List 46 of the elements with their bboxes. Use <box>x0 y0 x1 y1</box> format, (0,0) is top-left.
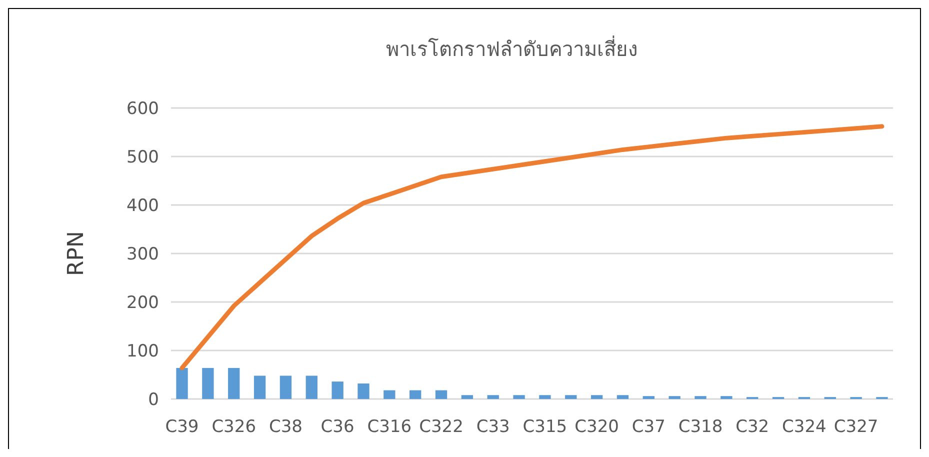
bar <box>435 390 448 399</box>
bar <box>384 390 396 399</box>
y-tick-label: 100 <box>126 341 159 362</box>
y-axis-title: RPN <box>64 230 89 276</box>
x-tick-label: C318 <box>678 417 723 437</box>
bar <box>668 396 680 399</box>
bar <box>332 382 344 399</box>
y-tick-label: 400 <box>126 196 159 216</box>
x-tick-label: C315 <box>522 417 568 437</box>
bar <box>461 395 474 399</box>
bar <box>410 390 422 399</box>
x-tick-label: C39 <box>165 417 199 437</box>
bar <box>539 395 551 399</box>
y-tick-label: 200 <box>126 292 159 313</box>
bar <box>642 396 654 399</box>
bar <box>487 395 499 399</box>
x-tick-label: C326 <box>212 417 256 437</box>
bar <box>254 376 266 399</box>
x-tick-label: C32 <box>736 417 770 437</box>
bar <box>590 395 603 399</box>
x-tick-label: C327 <box>834 417 878 437</box>
bar <box>616 395 629 399</box>
x-tick-label: C33 <box>476 417 510 437</box>
x-tick-label: C36 <box>320 417 354 437</box>
bar <box>694 396 706 399</box>
y-tick-label: 300 <box>126 244 159 264</box>
y-tick-label: 0 <box>148 390 159 410</box>
bar <box>228 368 240 399</box>
y-tick-label: 600 <box>126 98 159 119</box>
x-tick-label: C322 <box>419 417 464 437</box>
bar <box>306 376 318 399</box>
bar <box>513 395 525 399</box>
bar <box>720 396 732 399</box>
bar <box>176 368 188 399</box>
x-tick-label: C316 <box>367 417 412 437</box>
x-tick-label: C37 <box>632 417 666 437</box>
line-series <box>180 124 884 370</box>
bar <box>358 383 370 399</box>
bar <box>202 368 214 399</box>
x-tick-label: C320 <box>574 417 619 437</box>
x-tick-label: C38 <box>268 417 302 437</box>
y-tick-label: 500 <box>126 147 159 168</box>
x-tick-label: C324 <box>782 417 826 437</box>
bar <box>565 395 577 399</box>
chart-title: พาเรโตกราฟลำดับความเสี่ยง <box>386 35 638 61</box>
bar <box>280 376 292 399</box>
